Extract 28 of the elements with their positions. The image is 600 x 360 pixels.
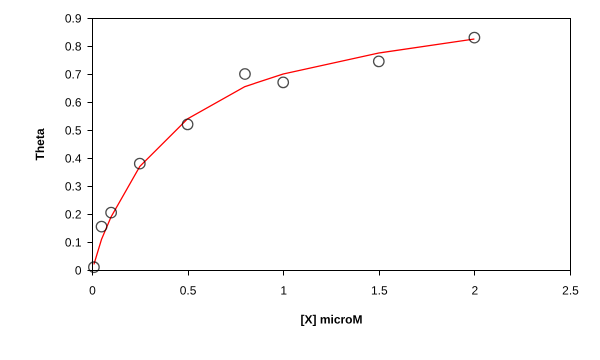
y-tick-label: 0.2 [64, 208, 82, 222]
point [239, 68, 251, 80]
point [134, 158, 146, 170]
point [105, 206, 118, 218]
x-tick-label: 2 [472, 284, 479, 298]
x-tick-label: 0.5 [180, 284, 197, 298]
line-series [93, 38, 476, 266]
point [182, 118, 194, 130]
x-axis-title: [X] microM [300, 312, 363, 326]
point [468, 32, 480, 44]
y-tick-label: 0.6 [64, 96, 82, 110]
y-tick-label: 0.9 [64, 12, 82, 26]
point [372, 56, 385, 68]
x-tick-label: 1 [280, 284, 288, 298]
x-tick-label: 2.5 [562, 284, 580, 298]
y-tick-label: 0 [74, 264, 82, 278]
y-tick-label: 0.5 [64, 124, 82, 138]
y-tick-label: 0.8 [64, 40, 82, 54]
x-tick-label: 0 [89, 284, 96, 298]
y-axis-title: Theta [32, 128, 47, 161]
point [88, 261, 100, 274]
y-tick-label: 0.3 [64, 180, 82, 194]
y-tick-label: 0.1 [64, 236, 82, 250]
point [277, 76, 290, 88]
y-tick-label: 0.4 [64, 152, 82, 166]
y-tick-label: 0.7 [64, 68, 82, 82]
x-tick-label: 1.5 [370, 284, 388, 298]
point [96, 220, 108, 232]
